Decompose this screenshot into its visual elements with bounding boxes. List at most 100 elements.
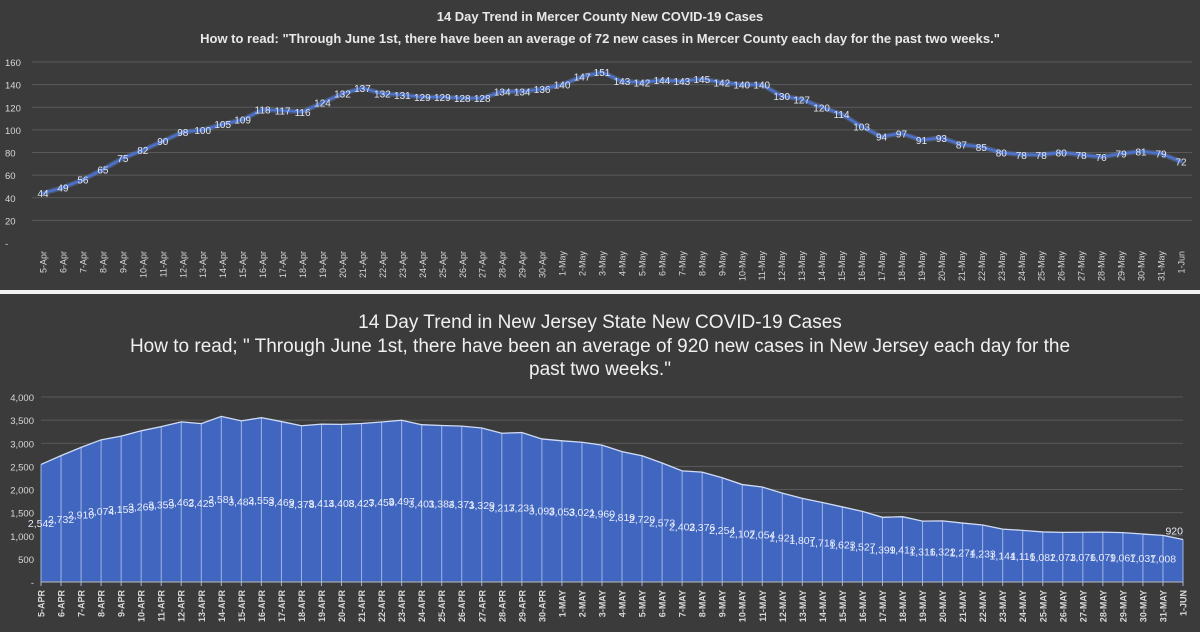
data-label: 49 — [57, 184, 69, 195]
x-category-label: 9-MAY — [718, 590, 728, 617]
data-label: 80 — [1056, 149, 1068, 160]
data-label: 3,553 — [248, 495, 274, 507]
data-label: 129 — [434, 93, 451, 104]
x-category-label: 11-MAY — [758, 590, 768, 622]
x-category-label: 3-MAY — [597, 590, 607, 617]
data-point — [1079, 153, 1083, 157]
data-label: 3,384 — [429, 499, 455, 511]
x-category-label: 13-Apr — [198, 251, 208, 278]
x-category-label: 28-May — [1097, 251, 1107, 282]
data-label: 1,076 — [1070, 552, 1096, 564]
data-label: 134 — [514, 87, 531, 98]
x-category-label: 10-Apr — [138, 251, 148, 278]
data-label: 3,074 — [88, 506, 114, 518]
data-point — [880, 135, 884, 139]
data-point — [101, 167, 105, 171]
y-tick-label: 20 — [5, 216, 16, 227]
x-category-label: 16-MAY — [858, 590, 868, 622]
x-category-label: 24-May — [1017, 251, 1027, 282]
y-tick-label: 80 — [5, 149, 16, 160]
data-label: 3,401 — [409, 498, 435, 510]
y-tick-label: - — [5, 239, 8, 250]
x-category-label: 7-Apr — [78, 251, 88, 273]
x-category-label: 28-APR — [497, 590, 507, 623]
x-category-label: 9-May — [717, 251, 727, 277]
data-point — [500, 89, 504, 93]
x-category-label: 8-APR — [97, 590, 107, 618]
x-category-label: 29-Apr — [518, 251, 528, 278]
x-category-label: 10-May — [737, 251, 747, 282]
area-fill — [41, 416, 1183, 582]
data-label: 3,408 — [328, 498, 354, 510]
data-label: 80 — [996, 149, 1008, 160]
x-category-label: 23-Apr — [398, 251, 408, 278]
data-label: 3,484 — [228, 496, 254, 508]
data-label: 131 — [394, 91, 411, 102]
data-label: 3,462 — [168, 497, 194, 509]
x-category-label: 5-May — [637, 251, 647, 277]
data-label: 120 — [813, 103, 830, 114]
x-category-label: 12-May — [777, 251, 787, 282]
data-point — [899, 131, 903, 135]
data-label: 2,819 — [609, 512, 635, 524]
data-point — [440, 95, 444, 99]
data-label: 2,573 — [649, 517, 675, 529]
data-point — [919, 138, 923, 142]
x-category-label: 11-May — [757, 251, 767, 281]
data-label: 87 — [956, 141, 968, 152]
x-category-label: 24-MAY — [1018, 590, 1028, 622]
data-label: 1,322 — [929, 546, 955, 558]
data-label: 142 — [713, 78, 730, 89]
data-label: 136 — [534, 85, 551, 96]
x-category-label: 7-APR — [77, 590, 87, 618]
data-point — [221, 122, 225, 126]
data-point — [600, 70, 604, 74]
y-tick-label: - — [31, 578, 34, 589]
data-label: 1,233 — [970, 548, 996, 560]
data-label: 2,054 — [749, 530, 775, 542]
data-label: 2,960 — [589, 509, 615, 521]
data-point — [999, 151, 1003, 154]
y-tick-label: 140 — [5, 81, 21, 92]
x-category-label: 14-May — [817, 251, 827, 282]
x-category-label: 18-Apr — [298, 251, 308, 278]
y-tick-label: 4,000 — [10, 393, 34, 404]
x-category-label: 26-Apr — [458, 251, 468, 278]
nj-area-chart: - 500 1,000 1,500 2,000 2,500 3,000 3,500 4,000 2… — [10, 393, 1188, 623]
data-label: 78 — [1076, 151, 1088, 162]
x-category-label: 21-MAY — [958, 590, 968, 622]
y-tick-label: 2,500 — [10, 462, 34, 473]
nj-chart-subtitle-line-1: How to read; " Through June 1st, there h… — [129, 336, 1071, 357]
data-point — [420, 95, 424, 99]
data-label: 2,403 — [669, 521, 695, 533]
x-category-label: 26-MAY — [1058, 590, 1068, 622]
x-category-label: 31-May — [1157, 251, 1167, 282]
data-label: 132 — [334, 90, 351, 101]
data-label: 142 — [634, 78, 651, 89]
data-point — [1059, 151, 1063, 154]
data-label: 1,082 — [1030, 552, 1056, 564]
y-tick-label: 60 — [5, 171, 16, 182]
data-point — [780, 94, 784, 98]
data-point — [680, 79, 684, 83]
data-label: 3,359 — [148, 499, 174, 511]
data-label: 124 — [314, 99, 331, 110]
data-point — [860, 124, 864, 128]
data-label: 3,217 — [489, 503, 515, 515]
data-label: 134 — [494, 87, 511, 98]
data-point — [141, 148, 145, 152]
nj-chart-subtitle-line-2: past two weeks." — [529, 359, 671, 380]
x-category-label: 27-APR — [477, 590, 487, 623]
x-category-label: 7-May — [677, 251, 687, 277]
x-category-label: 17-MAY — [878, 590, 888, 622]
x-category-label: 15-MAY — [838, 590, 848, 622]
x-category-label: 21-APR — [357, 590, 367, 623]
x-category-label: 30-May — [1137, 251, 1147, 282]
data-label: 3,231 — [509, 502, 535, 514]
x-category-label: 21-May — [957, 251, 967, 282]
data-label: 3,459 — [368, 497, 394, 509]
data-label: 1,037 — [1130, 553, 1156, 565]
data-point — [580, 75, 584, 79]
x-category-label: 17-APR — [277, 590, 287, 623]
data-label: 1,274 — [949, 548, 975, 560]
